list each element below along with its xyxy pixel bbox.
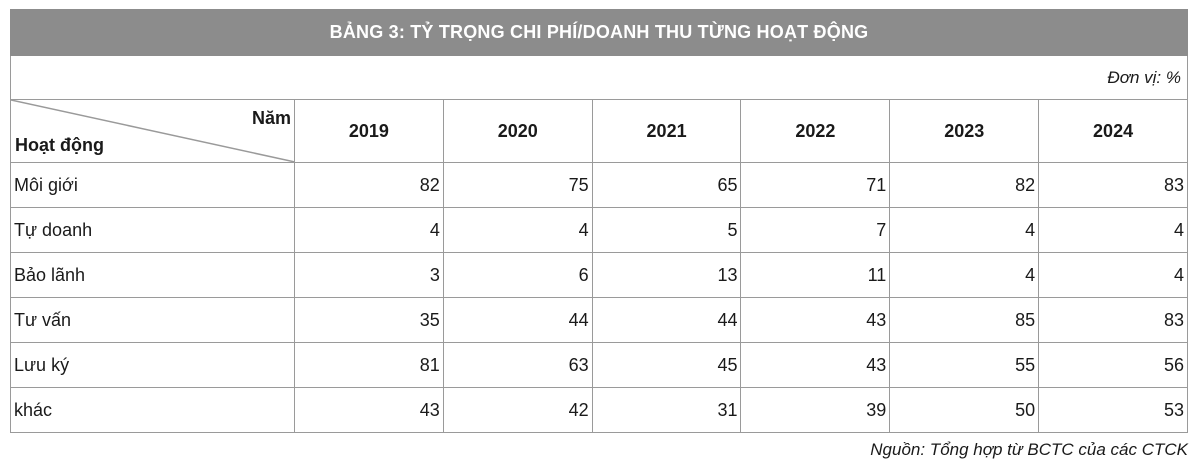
- year-header: 2019: [294, 99, 444, 163]
- table-cell: 82: [889, 162, 1040, 208]
- table-cell: 56: [1038, 342, 1188, 388]
- table-row: Tự doanh 4 4 5 7 4 4: [10, 207, 1188, 253]
- table-cell: 71: [740, 162, 891, 208]
- table-cell: 85: [889, 297, 1040, 343]
- year-header: 2020: [442, 99, 593, 163]
- table-title: BẢNG 3: TỶ TRỌNG CHI PHÍ/DOANH THU TỪNG …: [10, 9, 1188, 56]
- year-header: 2024: [1038, 99, 1188, 163]
- table-cell: 53: [1038, 387, 1188, 433]
- table-cell: 42: [442, 387, 593, 433]
- row-label: Bảo lãnh: [10, 252, 295, 298]
- table-cell: 44: [442, 297, 593, 343]
- table-cell: 11: [740, 252, 891, 298]
- table-row: Tư vấn 35 44 44 43 85 83: [10, 297, 1188, 343]
- corner-activity-label: Hoạt động: [15, 135, 104, 155]
- table-row: Môi giới 82 75 65 71 82 83: [10, 162, 1188, 208]
- table-row: Bảo lãnh 3 6 13 11 4 4: [10, 252, 1188, 298]
- table-row: khác 43 42 31 39 50 53: [10, 387, 1188, 433]
- table-cell: 4: [294, 207, 444, 253]
- table-cell: 43: [740, 297, 891, 343]
- table-cell: 39: [740, 387, 891, 433]
- table-cell: 43: [294, 387, 444, 433]
- table-cell: 13: [591, 252, 742, 298]
- table-cell: 31: [591, 387, 742, 433]
- table-cell: 4: [1038, 252, 1188, 298]
- row-label: Môi giới: [10, 162, 295, 208]
- table-cell: 83: [1038, 162, 1188, 208]
- table-cell: 6: [442, 252, 593, 298]
- table-cell: 81: [294, 342, 444, 388]
- row-label: khác: [10, 387, 295, 433]
- table-cell: 75: [442, 162, 593, 208]
- table-cell: 3: [294, 252, 444, 298]
- row-label: Tư vấn: [10, 297, 295, 343]
- row-label: Tự doanh: [10, 207, 295, 253]
- table-cell: 7: [740, 207, 891, 253]
- unit-label: Đơn vị: %: [1107, 68, 1181, 87]
- table-cell: 45: [591, 342, 742, 388]
- diagonal-divider: [11, 100, 295, 162]
- table-cell: 83: [1038, 297, 1188, 343]
- table-cell: 44: [591, 297, 742, 343]
- table-row: Lưu ký 81 63 45 43 55 56: [10, 342, 1188, 388]
- header-row: Năm Hoạt động 2019 2020 2021 2022 2023 2…: [10, 99, 1188, 163]
- table-cell: 4: [889, 207, 1040, 253]
- table-cell: 4: [442, 207, 593, 253]
- year-header: 2021: [591, 99, 742, 163]
- source-note: Nguồn: Tổng hợp từ BCTC của các CTCK: [870, 440, 1188, 459]
- corner-cell: Năm Hoạt động: [10, 99, 295, 163]
- table-cell: 35: [294, 297, 444, 343]
- row-label: Lưu ký: [10, 342, 295, 388]
- unit-row: Đơn vị: %: [10, 56, 1188, 99]
- table-cell: 50: [889, 387, 1040, 433]
- table-cell: 4: [889, 252, 1040, 298]
- table-cell: 63: [442, 342, 593, 388]
- table-cell: 43: [740, 342, 891, 388]
- data-table: Năm Hoạt động 2019 2020 2021 2022 2023 2…: [10, 99, 1188, 433]
- table-cell: 55: [889, 342, 1040, 388]
- table-cell: 65: [591, 162, 742, 208]
- table-cell: 4: [1038, 207, 1188, 253]
- table-cell: 5: [591, 207, 742, 253]
- table-cell: 82: [294, 162, 444, 208]
- corner-year-label: Năm: [251, 108, 291, 128]
- year-header: 2023: [889, 99, 1040, 163]
- year-header: 2022: [740, 99, 891, 163]
